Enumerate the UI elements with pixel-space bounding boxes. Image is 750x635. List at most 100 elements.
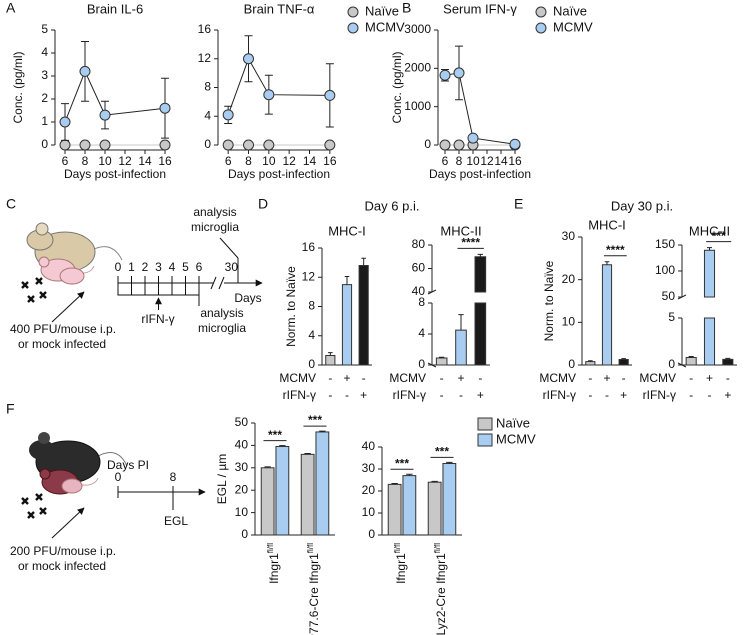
data-point xyxy=(439,139,451,151)
chart-title: MHC-I xyxy=(588,217,626,232)
data-point xyxy=(99,109,111,121)
y-tick-label: 16 xyxy=(302,240,316,254)
x-tick-label: 14 xyxy=(494,154,508,168)
y-tick-label: 40 xyxy=(362,439,376,453)
y-tick-label: 2000 xyxy=(404,61,431,75)
y-tick-label: 10 xyxy=(362,505,376,519)
legend-label: Naïve xyxy=(553,3,587,18)
error-bar xyxy=(279,445,286,447)
error-bar xyxy=(328,352,333,356)
legend-marker xyxy=(347,6,359,18)
y-tick-label: 0 xyxy=(204,137,211,151)
panel-label: C xyxy=(6,196,16,212)
condition-value: - xyxy=(478,371,482,385)
condition-value: - xyxy=(328,388,332,402)
data-point xyxy=(59,139,71,151)
y-axis-label: Norm. to Naïve xyxy=(284,266,298,347)
data-point xyxy=(324,139,336,151)
bar xyxy=(402,475,417,536)
significance-label: **** xyxy=(461,236,480,250)
bar xyxy=(722,358,734,366)
legend-marker xyxy=(535,22,547,34)
condition-value: - xyxy=(689,388,693,402)
bar xyxy=(315,431,330,536)
infection-note: or mock infected xyxy=(18,559,106,573)
data-point xyxy=(243,53,254,65)
bar xyxy=(474,256,487,366)
x-tick-label: 12 xyxy=(282,154,296,168)
timeline-tick-label: 0 xyxy=(115,470,122,484)
axis-break xyxy=(677,294,687,300)
y-tick-label: 80 xyxy=(412,237,426,251)
condition-value: - xyxy=(459,388,463,402)
x-tick-label: 6 xyxy=(442,154,449,168)
data-point xyxy=(159,139,171,151)
bar xyxy=(685,356,697,366)
series-line xyxy=(444,72,516,145)
timeline-tick-label: 4 xyxy=(169,260,176,274)
infection-note: 400 PFU/mouse i.p. xyxy=(10,322,116,336)
chart-title: MHC-II xyxy=(440,223,481,238)
chart-title: MHC-II xyxy=(689,223,730,238)
timeline-tick-label: 2 xyxy=(142,260,149,274)
error-bar xyxy=(725,357,731,360)
x-tick-label: GFAP77.6-Cre Ifngr1fl/fl xyxy=(306,543,321,635)
y-tick-label: 5 xyxy=(41,22,48,36)
panel-label: A xyxy=(6,0,16,16)
y-tick-label: 0 xyxy=(668,357,675,371)
x-tick-label: 10 xyxy=(98,154,112,168)
timeline-tick-label: 8 xyxy=(170,470,177,484)
condition-value: - xyxy=(726,371,730,385)
x-tick-label: 6 xyxy=(225,154,232,168)
timeline-tick-label: 30 xyxy=(225,260,239,274)
condition-value: - xyxy=(605,388,609,402)
data-point xyxy=(59,116,71,128)
series-line xyxy=(64,70,166,123)
x-tick-label: 8 xyxy=(82,154,89,168)
condition-value: - xyxy=(708,388,712,402)
x-tick-label: 12 xyxy=(118,154,132,168)
condition-value: + xyxy=(603,371,610,385)
panel-title: Day 30 p.i. xyxy=(611,198,673,213)
y-tick-label: 16 xyxy=(198,22,212,36)
data-point xyxy=(222,109,234,121)
error-bar xyxy=(391,483,398,485)
y-tick-label: 100 xyxy=(655,263,675,277)
condition-label: MCMV xyxy=(639,371,676,385)
y-tick-label: 10 xyxy=(235,505,249,519)
y-tick-label: 12 xyxy=(198,51,212,65)
bar xyxy=(275,446,290,536)
bar xyxy=(300,453,315,536)
y-tick-label: 0 xyxy=(368,527,375,541)
bar xyxy=(442,463,457,536)
mouse-illustration xyxy=(26,222,123,285)
category-name: Ifngr1 xyxy=(267,553,281,584)
x-tick-label: Ifngr1fl/fl xyxy=(393,543,408,584)
x-tick-label: 16 xyxy=(158,154,172,168)
bar xyxy=(601,264,613,366)
x-axis-label: Days post-infection xyxy=(429,167,531,181)
condition-value: + xyxy=(360,388,367,402)
y-tick-label: 0 xyxy=(41,137,48,151)
error-bar xyxy=(621,358,626,360)
condition-value: - xyxy=(345,388,349,402)
legend-label: MCMV xyxy=(496,431,536,446)
y-axis-label: Conc. (pg/ml) xyxy=(390,51,404,123)
y-tick-label: 30 xyxy=(235,460,249,474)
panel-label: F xyxy=(6,401,15,417)
significance-label: *** xyxy=(712,229,726,243)
error-bar xyxy=(439,356,445,359)
bar xyxy=(703,249,716,366)
legend-label: Naïve xyxy=(365,3,399,18)
data-point xyxy=(324,89,336,101)
error-bar xyxy=(304,452,311,455)
legend-marker xyxy=(347,22,359,34)
arrow xyxy=(51,507,85,539)
timeline-annotation: analysis xyxy=(200,306,243,320)
bar xyxy=(435,357,448,366)
category-name: Lyz2-Cre Ifngr1 xyxy=(434,553,448,635)
error-bar xyxy=(406,473,413,476)
timeline-tick-label: 0 xyxy=(115,260,122,274)
condition-label: rIFN-γ xyxy=(643,388,676,402)
y-axis-label: Norm. to Naïve xyxy=(542,260,556,341)
